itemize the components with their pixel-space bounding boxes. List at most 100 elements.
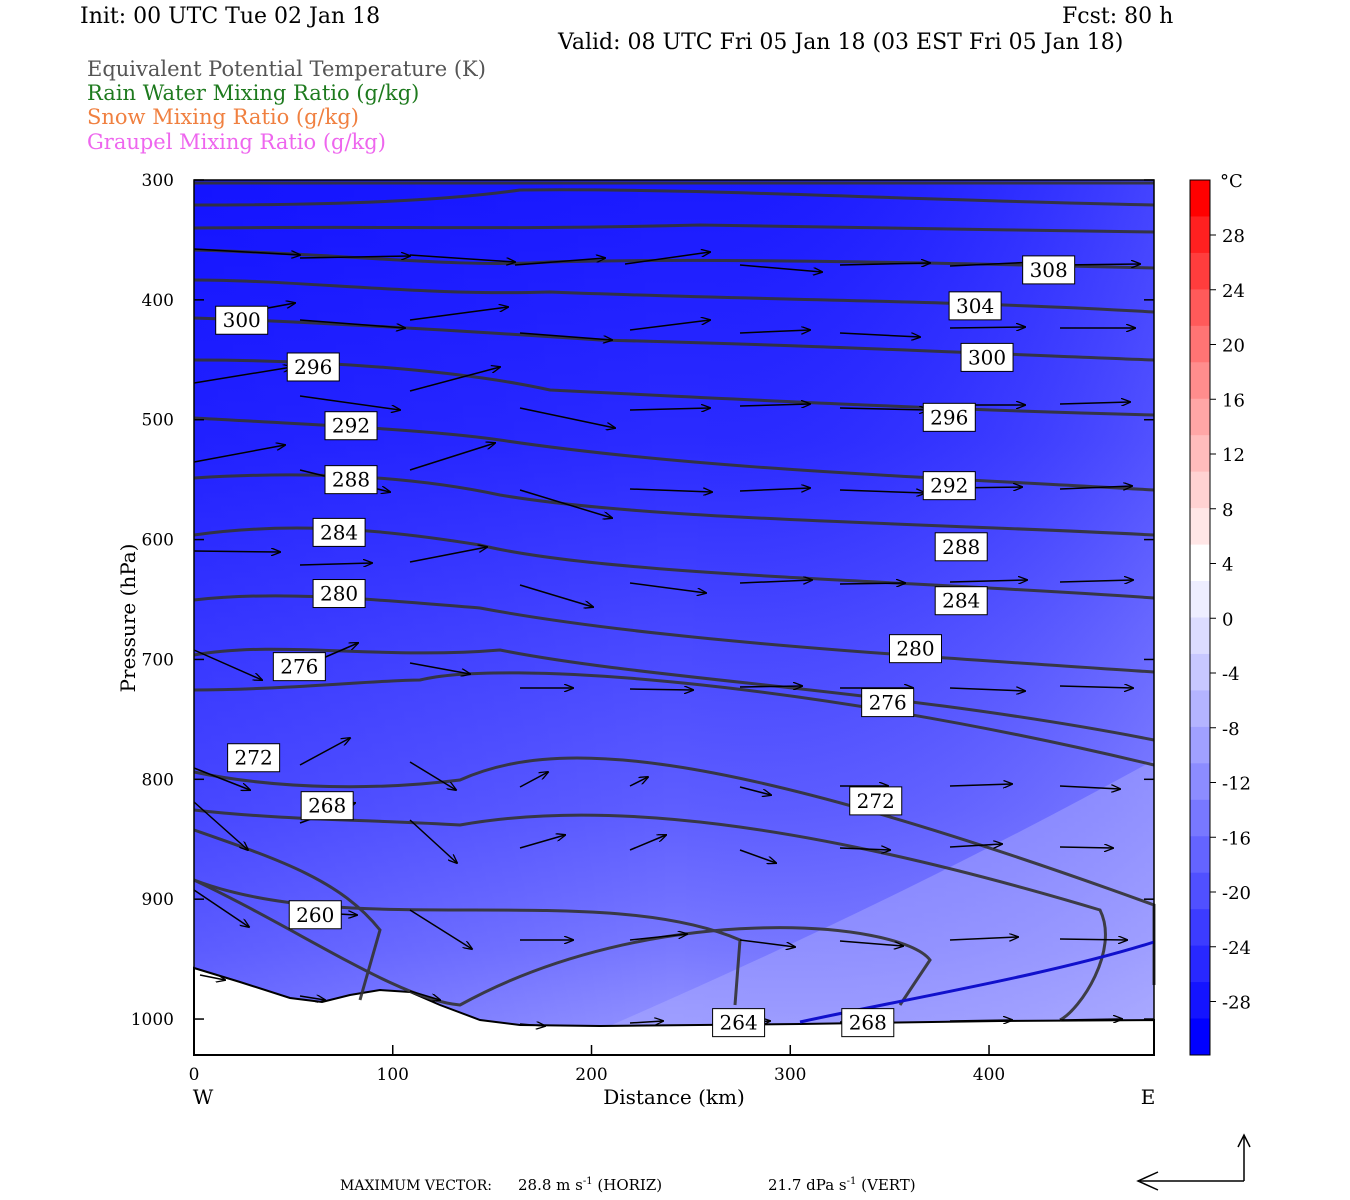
colorbar-swatch: [1190, 435, 1210, 473]
y-axis: 300 400 500 600 700 800 900 1000: [131, 171, 1154, 1030]
x-tick-label: 300: [774, 1065, 806, 1085]
colorbar-swatch: [1190, 362, 1210, 400]
theta-e-label: 276: [861, 688, 915, 718]
colorbar-swatch: [1190, 653, 1210, 691]
horiz-unit: (HORIZ): [597, 1176, 663, 1194]
theta-e-label: 292: [324, 411, 378, 441]
theta-e-label-text: 292: [930, 474, 968, 498]
theta-e-label: 276: [272, 652, 326, 682]
colorbar-swatch: [1190, 799, 1210, 837]
colorbar-swatch: [1190, 836, 1210, 874]
colorbar-label: 28: [1222, 226, 1245, 247]
x-axis: 0 100 200 300 400: [189, 1045, 1005, 1085]
theta-e-label-text: 288: [332, 468, 370, 492]
colorbar-label: -24: [1222, 938, 1251, 959]
colorbar-swatch: [1190, 1018, 1210, 1056]
theta-e-label-box: [922, 402, 976, 432]
theta-e-label-box: [300, 791, 354, 821]
theta-e-label-box: [288, 900, 342, 930]
theta-e-label-box: [312, 517, 366, 547]
legend-theta-e: Equivalent Potential Temperature (K): [87, 57, 486, 81]
colorbar-swatch: [1190, 690, 1210, 728]
theta-e-label: 292: [922, 471, 976, 501]
theta-e-label-text: 268: [849, 1011, 887, 1035]
x-tick-label: 400: [973, 1065, 1005, 1085]
theta-e-label-text: 276: [869, 691, 907, 715]
vert-unit: (VERT): [861, 1176, 916, 1194]
theta-e-label-box: [1022, 255, 1076, 285]
horiz-value: 28.8 m s: [518, 1176, 583, 1194]
theta-e-label: 272: [849, 786, 903, 816]
legend-graupel: Graupel Mixing Ratio (g/kg): [87, 130, 386, 154]
colorbar-label: -12: [1222, 774, 1251, 795]
theta-e-label-box: [841, 1008, 895, 1038]
colorbar-swatch: [1190, 872, 1210, 910]
x-end-right: E: [1141, 1085, 1156, 1109]
theta-e-label-box: [934, 532, 988, 562]
theta-e-label: 260: [288, 900, 342, 930]
colorbar-label: 20: [1222, 336, 1245, 357]
x-tick-label: 200: [575, 1065, 607, 1085]
colorbar-swatch: [1190, 216, 1210, 254]
colorbar-swatch: [1190, 945, 1210, 983]
theta-e-label-text: 268: [308, 794, 346, 818]
theta-e-label: 284: [934, 586, 988, 616]
colorbar-label: -28: [1222, 993, 1251, 1014]
colorbar-swatch: [1190, 909, 1210, 947]
legend-rain: Rain Water Mixing Ratio (g/kg): [87, 81, 420, 105]
theta-e-label-box: [286, 352, 340, 382]
theta-e-label-text: 260: [296, 903, 334, 927]
theta-e-label: 268: [300, 791, 354, 821]
colorbar-swatch: [1190, 325, 1210, 363]
y-tick-label: 1000: [131, 1010, 174, 1030]
theta-e-label-text: 280: [896, 637, 934, 661]
theta-e-label-box: [948, 291, 1002, 321]
colorbar-swatch: [1190, 726, 1210, 764]
theta-e-label: 264: [712, 1008, 766, 1038]
reference-vector: [1136, 1133, 1251, 1191]
theta-e-label-text: 264: [720, 1011, 758, 1035]
theta-e-label-text: 280: [320, 582, 358, 606]
theta-e-label-text: 284: [942, 589, 980, 613]
theta-e-label-box: [849, 786, 903, 816]
colorbar-swatch: [1190, 763, 1210, 801]
theta-e-label-text: 296: [294, 355, 332, 379]
theta-e-label-box: [960, 342, 1014, 372]
theta-e-label-text: 304: [956, 294, 994, 318]
theta-e-labels: 308 304 300 300 296 296 292 292 288 288 284 284 280 2…: [215, 255, 1076, 1038]
theta-e-label: 296: [922, 402, 976, 432]
colorbar-swatch: [1190, 508, 1210, 546]
colorbar-label: -16: [1222, 828, 1251, 849]
theta-e-label: 288: [324, 465, 378, 495]
theta-e-label: 300: [215, 305, 269, 335]
init-time: Init: 00 UTC Tue 02 Jan 18: [80, 4, 381, 29]
colorbar-swatch: [1190, 544, 1210, 582]
theta-e-label: 268: [841, 1008, 895, 1038]
color-bar: 28 24 20 16 12 8 4 0 -4 -8 -12 -16 -20 -24 -28: [1189, 179, 1251, 1056]
warm-region-shade: [600, 760, 1154, 1055]
y-tick-label: 900: [142, 890, 174, 910]
colorbar-label: -20: [1222, 883, 1251, 904]
theta-e-label-text: 276: [280, 655, 318, 679]
theta-e-label-box: [227, 743, 281, 773]
theta-e-label-text: 292: [332, 414, 370, 438]
forecast-hour: Fcst: 80 h: [1062, 4, 1174, 29]
colorbar-unit: °C: [1220, 171, 1243, 192]
y-tick-label: 500: [142, 411, 174, 431]
colorbar-label: 0: [1222, 609, 1233, 630]
max-vert-vector: 21.7 dPa s-1 (VERT): [768, 1176, 916, 1194]
theta-e-label: 300: [960, 342, 1014, 372]
colorbar-label: 16: [1222, 390, 1245, 411]
colorbar-frame: [1189, 179, 1211, 1056]
theta-e-label-text: 300: [968, 345, 1006, 369]
theta-e-label: 296: [286, 352, 340, 382]
colorbar-label: 24: [1222, 281, 1245, 302]
theta-e-label: 304: [948, 291, 1002, 321]
max-horiz-vector: 28.8 m s-1 (HORIZ): [518, 1176, 662, 1194]
theta-e-label-text: 300: [223, 308, 261, 332]
theta-e-label: 272: [227, 743, 281, 773]
vert-exponent: -1: [846, 1176, 857, 1187]
y-tick-label: 600: [142, 531, 174, 551]
y-axis-title: Pressure (hPa): [116, 544, 140, 693]
